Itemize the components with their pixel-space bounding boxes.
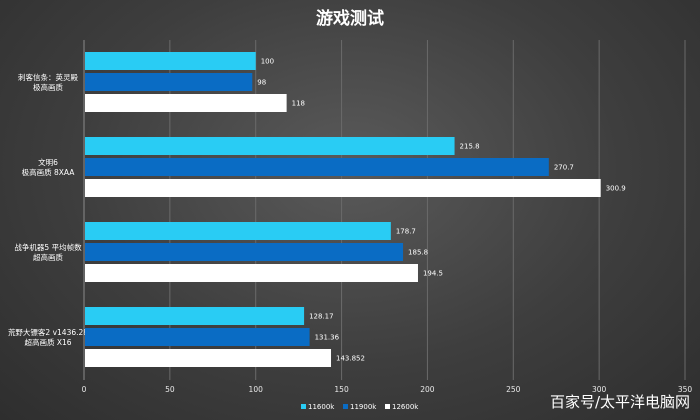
category-label-line: 战争机器5 平均帧数 xyxy=(14,242,82,252)
data-label: 98 xyxy=(257,79,266,87)
category-label: 文明6 极高画质 8XAA xyxy=(22,157,76,177)
bar-11900k xyxy=(85,158,549,176)
x-tick-label: 100 xyxy=(249,385,264,394)
bar-12600k xyxy=(85,179,601,197)
chart-title: 游戏测试 xyxy=(316,8,384,29)
data-label: 194.5 xyxy=(423,270,443,278)
x-tick-label: 150 xyxy=(334,385,349,394)
category-label-line: 超高画质 xyxy=(33,252,63,262)
bar-11600k xyxy=(85,52,256,70)
data-label: 270.7 xyxy=(554,164,574,172)
data-label: 178.7 xyxy=(396,228,416,236)
legend-swatch-12600k xyxy=(385,404,390,409)
category-label: 刺客信条：英灵殿极高画质 xyxy=(18,72,78,92)
bar-11900k xyxy=(85,328,310,346)
legend-label: 11900k xyxy=(350,403,377,411)
bar-12600k xyxy=(85,94,287,112)
legend-swatch-11600k xyxy=(301,404,306,409)
x-tick-label: 0 xyxy=(82,385,87,394)
x-tick-label: 200 xyxy=(420,385,435,394)
x-tick-label: 250 xyxy=(506,385,521,394)
data-label: 215.8 xyxy=(460,143,480,151)
category-label: 荒野大镖客2 v1436.28 超高画质 X16 xyxy=(8,327,88,347)
legend: 11600k 11900k 12600k xyxy=(301,403,419,411)
bar-11600k xyxy=(85,137,455,155)
bar-12600k xyxy=(85,349,331,367)
legend-label: 11600k xyxy=(308,403,335,411)
data-label: 131.36 xyxy=(315,334,340,342)
bar-11600k xyxy=(85,222,391,240)
category-label-line: 极高画质 8XAA xyxy=(22,167,76,177)
category-label-line: 超高画质 X16 xyxy=(24,337,71,347)
data-label: 128.17 xyxy=(309,313,334,321)
category-label-line: 荒野大镖客2 v1436.28 xyxy=(8,327,88,337)
data-label: 118 xyxy=(292,100,305,108)
bar-12600k xyxy=(85,264,418,282)
data-label: 300.9 xyxy=(606,185,626,193)
data-label: 100 xyxy=(261,58,274,66)
data-label: 143.852 xyxy=(336,355,365,363)
category-label-line: 极高画质 xyxy=(33,82,63,92)
bars: 100 98 118 215.8 270.7 300.9 178.7 185.8 194.5 12… xyxy=(85,52,626,367)
watermark: 百家号/太平洋电脑网 xyxy=(550,393,690,411)
category-label-line: 刺客信条：英灵殿 xyxy=(18,72,78,82)
x-tick-label: 50 xyxy=(165,385,175,394)
data-label: 185.8 xyxy=(408,249,428,257)
category-label: 战争机器5 平均帧数超高画质 xyxy=(14,242,82,262)
bar-11900k xyxy=(85,243,403,261)
bar-11600k xyxy=(85,307,304,325)
category-label-line: 文明6 xyxy=(38,157,58,167)
legend-swatch-11900k xyxy=(343,404,348,409)
legend-label: 12600k xyxy=(392,403,419,411)
bar-11900k xyxy=(85,73,252,91)
